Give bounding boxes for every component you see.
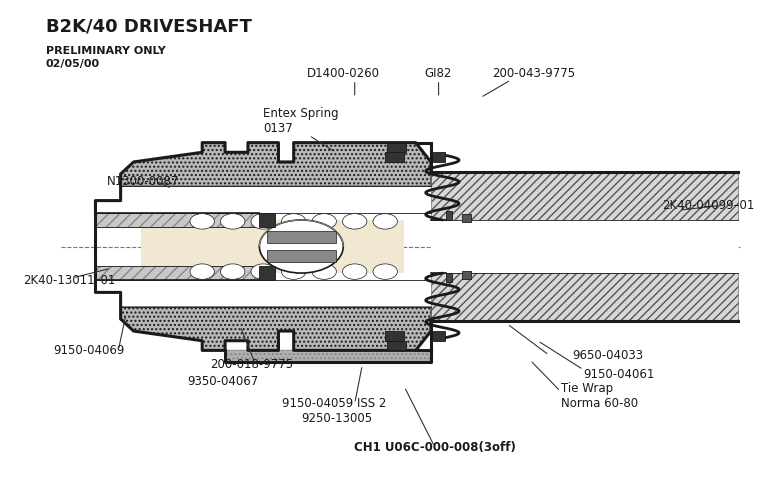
Circle shape xyxy=(190,213,215,229)
Circle shape xyxy=(373,264,398,280)
Text: 9150-04061: 9150-04061 xyxy=(584,368,655,381)
Text: CH1 U06C-000-008(3off): CH1 U06C-000-008(3off) xyxy=(354,441,516,454)
Text: Entex Spring
0137: Entex Spring 0137 xyxy=(263,107,339,136)
Text: Tie Wrap
Norma 60-80: Tie Wrap Norma 60-80 xyxy=(560,382,638,410)
Polygon shape xyxy=(267,231,335,243)
Polygon shape xyxy=(385,331,405,341)
Text: GI82: GI82 xyxy=(425,67,452,80)
Polygon shape xyxy=(387,341,406,351)
Polygon shape xyxy=(141,220,405,273)
Text: 9650-04033: 9650-04033 xyxy=(572,349,643,362)
Bar xyxy=(431,172,738,220)
Text: 200-018-9775: 200-018-9775 xyxy=(210,358,293,371)
Polygon shape xyxy=(267,250,335,262)
Polygon shape xyxy=(446,211,451,220)
Polygon shape xyxy=(385,152,405,162)
Bar xyxy=(96,212,259,227)
Circle shape xyxy=(312,213,336,229)
Polygon shape xyxy=(96,292,431,351)
Text: 9150-04059 ISS 2: 9150-04059 ISS 2 xyxy=(282,397,387,410)
Circle shape xyxy=(251,264,275,280)
Text: D1400-0260: D1400-0260 xyxy=(307,67,380,80)
Circle shape xyxy=(251,213,275,229)
Text: 02/05/00: 02/05/00 xyxy=(46,59,100,69)
Circle shape xyxy=(259,220,343,273)
Bar xyxy=(96,266,259,281)
Polygon shape xyxy=(462,271,471,280)
Circle shape xyxy=(190,264,215,280)
Circle shape xyxy=(373,213,398,229)
Text: 200-043-9775: 200-043-9775 xyxy=(492,67,575,80)
Circle shape xyxy=(282,264,306,280)
Text: 9250-13005: 9250-13005 xyxy=(301,412,373,424)
Polygon shape xyxy=(259,266,275,281)
Circle shape xyxy=(342,213,367,229)
Text: B2K/40 DRIVESHAFT: B2K/40 DRIVESHAFT xyxy=(46,17,252,35)
Polygon shape xyxy=(462,213,471,222)
Polygon shape xyxy=(433,331,445,341)
Circle shape xyxy=(220,213,245,229)
Polygon shape xyxy=(446,273,451,282)
Polygon shape xyxy=(387,142,406,152)
Circle shape xyxy=(342,264,367,280)
Polygon shape xyxy=(96,142,431,201)
Circle shape xyxy=(282,213,306,229)
Bar xyxy=(431,220,738,273)
Polygon shape xyxy=(433,152,445,162)
Bar xyxy=(431,273,738,321)
Circle shape xyxy=(312,264,336,280)
Text: 9350-04067: 9350-04067 xyxy=(187,375,258,388)
Text: 9150-04069: 9150-04069 xyxy=(54,344,125,357)
Text: N1300-0087: N1300-0087 xyxy=(107,175,179,188)
Text: PRELIMINARY ONLY: PRELIMINARY ONLY xyxy=(46,46,166,56)
Text: 2K40-13011–01: 2K40-13011–01 xyxy=(23,274,115,287)
Bar xyxy=(225,351,431,362)
Polygon shape xyxy=(259,212,275,227)
Text: 2K40-04099–01: 2K40-04099–01 xyxy=(663,199,755,212)
Circle shape xyxy=(220,264,245,280)
